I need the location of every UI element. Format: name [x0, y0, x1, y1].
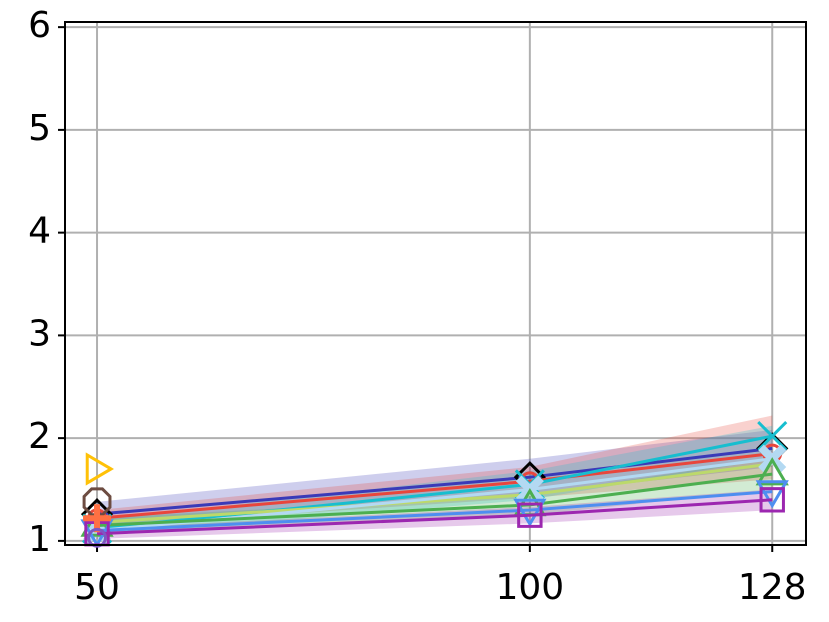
y-tick-label: 4 — [28, 211, 51, 252]
marker — [517, 502, 543, 528]
y-tick-label: 1 — [28, 519, 51, 560]
band — [97, 425, 773, 536]
axes-frame — [64, 21, 807, 546]
marker — [83, 504, 112, 533]
series-line — [96, 498, 773, 536]
marker — [85, 452, 114, 486]
marker — [87, 527, 107, 548]
y-tick-label: 3 — [28, 313, 51, 354]
y-tick-label: 2 — [28, 416, 51, 457]
x-tick-label: 128 — [738, 567, 807, 608]
series-line — [96, 452, 773, 520]
series-line — [96, 446, 773, 516]
marker — [513, 498, 547, 528]
x-tick-label: 50 — [74, 567, 120, 608]
y-tick-label: 5 — [28, 108, 51, 149]
marker — [755, 457, 789, 486]
marker — [755, 480, 789, 509]
series-line — [96, 490, 773, 533]
y-tick-label: 6 — [28, 5, 51, 46]
x-tick-label: 100 — [495, 567, 564, 608]
marker — [759, 487, 785, 513]
marker — [757, 421, 788, 452]
